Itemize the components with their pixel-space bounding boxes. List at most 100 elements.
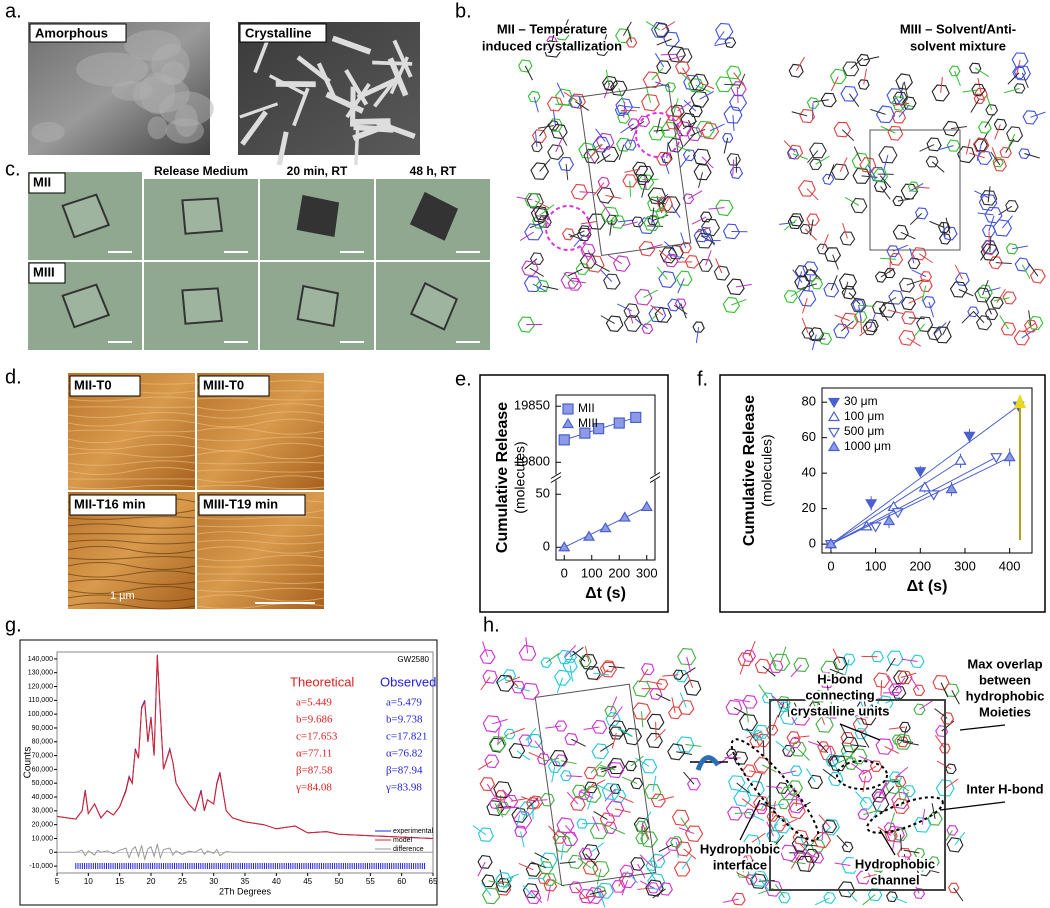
crystal-needle (239, 102, 279, 119)
ring (627, 118, 640, 130)
bond (657, 851, 671, 862)
bond (815, 695, 821, 712)
ring (779, 708, 798, 725)
ring (715, 76, 734, 93)
bond (528, 751, 544, 760)
ring (481, 887, 501, 905)
bond (569, 230, 585, 238)
bond (772, 695, 785, 708)
bond (809, 219, 814, 236)
bond (677, 278, 685, 294)
bond (909, 212, 923, 225)
bond (587, 250, 596, 265)
bond (732, 115, 735, 132)
bond (769, 651, 777, 667)
marker (963, 431, 976, 443)
ring (547, 760, 562, 774)
bond (542, 285, 559, 290)
bond (593, 182, 605, 196)
ring (547, 144, 565, 161)
ring (957, 146, 976, 164)
bond (668, 55, 685, 61)
y-tick-label: 120,000 (28, 683, 53, 690)
bond (655, 721, 657, 738)
ring (893, 828, 908, 842)
plot-frame (821, 387, 1033, 554)
bond (829, 696, 834, 712)
column-header-bg (376, 165, 490, 179)
ring (926, 137, 942, 152)
ring (583, 148, 600, 164)
annotation-halo: between (979, 672, 1031, 687)
ring (640, 831, 659, 848)
bond (643, 289, 658, 298)
bond (569, 279, 586, 284)
ring (623, 314, 642, 332)
bond (509, 727, 525, 735)
afm-texture (196, 436, 325, 442)
annotation-line: β=87.58 (296, 765, 333, 777)
ring (873, 672, 891, 688)
marker (865, 499, 878, 510)
annotation: channel (870, 872, 919, 887)
bond (858, 305, 862, 321)
x-tick-label: 40 (272, 877, 281, 886)
bond (961, 311, 974, 324)
bond (601, 766, 617, 773)
marker (1003, 451, 1016, 462)
ring (646, 713, 665, 730)
bond (646, 87, 652, 103)
panel-label: c. (5, 158, 21, 180)
ring (605, 800, 625, 817)
x-tick-label: 100 (581, 565, 603, 580)
ring (582, 860, 599, 876)
bond (921, 285, 927, 302)
ring (578, 225, 591, 237)
bond (735, 283, 752, 288)
bond (537, 125, 554, 129)
bond (618, 144, 625, 161)
bond (802, 851, 819, 859)
marker (914, 467, 927, 478)
x-tick-label: 25 (178, 877, 187, 886)
ring (668, 245, 685, 260)
bond (878, 781, 887, 796)
bond (822, 768, 837, 780)
bond (742, 859, 754, 873)
ring (583, 766, 598, 780)
ring (556, 817, 575, 834)
ring (644, 783, 662, 800)
marker (824, 537, 837, 549)
bond (566, 775, 583, 778)
annotation: Max overlap (967, 656, 1042, 671)
bond (903, 849, 920, 854)
ring (859, 157, 877, 173)
bond (618, 872, 628, 887)
ring (823, 891, 837, 904)
ring (650, 793, 666, 808)
ring (646, 732, 663, 749)
afm-texture (196, 524, 325, 528)
bond (869, 313, 876, 329)
ring (909, 654, 925, 669)
bond (775, 740, 789, 752)
bond (486, 783, 496, 799)
ring (670, 836, 683, 848)
annotation-line: b=9.686 (296, 714, 333, 726)
row-label: MII (33, 174, 51, 189)
ring (988, 256, 1003, 270)
ring (761, 692, 775, 704)
bond (908, 295, 924, 304)
legend-label: model (393, 837, 413, 844)
bond (505, 676, 521, 684)
ring (579, 653, 598, 670)
bond (931, 161, 945, 173)
bond (887, 309, 904, 315)
ring (488, 797, 502, 810)
ring (481, 874, 496, 888)
marker (558, 541, 571, 552)
bond (880, 680, 883, 697)
ring (892, 224, 909, 240)
ring (858, 769, 873, 783)
bond (1002, 215, 1013, 229)
